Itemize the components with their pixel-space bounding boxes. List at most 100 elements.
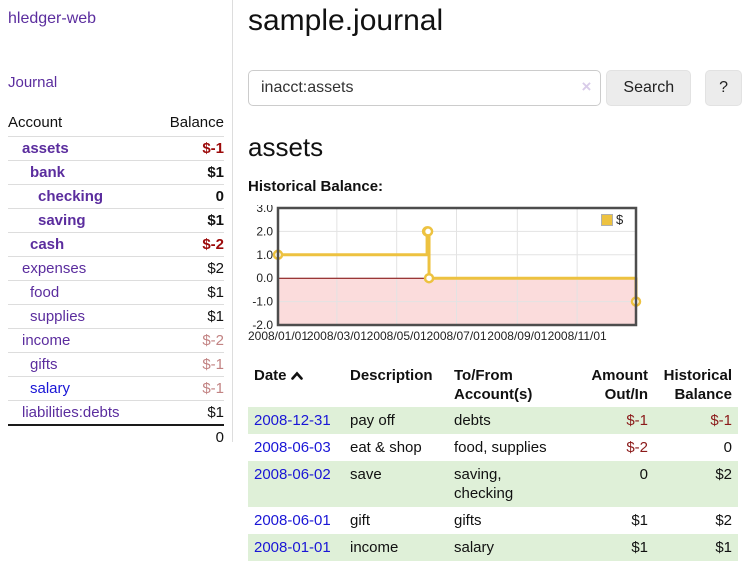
account-balance: $1 xyxy=(153,304,224,329)
account-link-cash[interactable]: cash xyxy=(30,236,65,253)
accounts-header-row: Account Balance xyxy=(8,111,224,137)
account-balance: 0 xyxy=(153,184,224,209)
account-balance: $-1 xyxy=(153,352,224,377)
transaction-amount: $-1 xyxy=(626,412,648,429)
sidebar: hledger-web Journal Account Balance asse… xyxy=(0,0,233,449)
account-row: checking 0 xyxy=(8,184,224,209)
account-link-bank[interactable]: bank xyxy=(30,164,66,181)
transaction-accounts: saving, checking xyxy=(454,466,514,502)
column-accounts: To/From Account(s) xyxy=(454,367,533,403)
search-input[interactable] xyxy=(248,70,602,106)
account-balance: $1 xyxy=(153,400,224,425)
account-heading: assets xyxy=(248,132,324,162)
data-point-marker xyxy=(423,272,435,284)
y-tick-label: -2.0 xyxy=(252,318,273,332)
transaction-balance: $1 xyxy=(715,539,732,556)
journal-link[interactable]: Journal xyxy=(8,74,58,91)
transaction-row: 2008-06-03 eat & shop food, supplies $-2 0 xyxy=(248,434,738,461)
account-name-cell: checking xyxy=(8,184,154,209)
x-tick-label: 2008/11/01 xyxy=(548,329,607,343)
account-balance: $1 xyxy=(153,160,224,185)
historical-balance-chart: 3.0 2.0 1.0 0.0 -1.0 -2.0 2008/01/01 2008/03/01… xyxy=(248,205,642,347)
account-name-cell: salary xyxy=(8,376,154,401)
account-link-food[interactable]: food xyxy=(30,284,60,301)
plot-border xyxy=(276,206,638,327)
y-tick-label: 0.0 xyxy=(256,271,273,285)
account-balance: $-1 xyxy=(153,376,224,401)
account-name-cell: income xyxy=(8,328,154,353)
account-row: cash $-2 xyxy=(8,232,224,257)
column-description: Description xyxy=(350,367,433,384)
x-tick-label: 2008/07/01 xyxy=(426,329,486,343)
column-date-label: Date xyxy=(254,367,287,384)
legend-swatch-icon xyxy=(601,213,613,226)
transaction-date-link[interactable]: 2008-06-03 xyxy=(254,439,331,456)
legend-label: $ xyxy=(616,212,624,227)
x-tick-label: 2008/09/01 xyxy=(487,329,547,343)
account-row: bank $1 xyxy=(8,160,224,185)
account-row: liabilities:debts $1 xyxy=(8,400,224,425)
account-row: food $1 xyxy=(8,280,224,305)
transaction-date-link[interactable]: 2008-12-31 xyxy=(254,412,331,429)
transaction-date-link[interactable]: 2008-06-01 xyxy=(254,512,331,529)
transaction-balance: $2 xyxy=(715,512,732,529)
x-tick-label: 2008/05/01 xyxy=(367,329,427,343)
chart-canvas: 3.0 2.0 1.0 0.0 -1.0 -2.02008/01/012008/03/01… xyxy=(248,205,642,343)
transaction-row: 2008-12-31 pay off debts $-1 $-1 xyxy=(248,407,738,434)
page-title: sample.journal xyxy=(248,4,444,37)
account-link-income[interactable]: income xyxy=(22,332,71,349)
transaction-date-cell: 2008-01-01 xyxy=(248,534,344,561)
help-button[interactable]: ? xyxy=(705,70,742,106)
account-link-saving[interactable]: saving xyxy=(38,212,86,229)
search-form: × Search ? xyxy=(248,70,742,106)
account-row: supplies $1 xyxy=(8,304,224,329)
accounts-total-value: 0 xyxy=(153,424,224,449)
transaction-amount: 0 xyxy=(639,466,648,483)
account-link-assets[interactable]: assets xyxy=(22,140,69,157)
transaction-amount: $-2 xyxy=(626,439,648,456)
account-link-supplies[interactable]: supplies xyxy=(30,308,86,325)
column-date[interactable]: Date xyxy=(248,363,344,407)
x-tick-label: 2008/01/01 xyxy=(248,329,308,343)
account-name-cell: assets xyxy=(8,136,154,161)
account-link-gifts[interactable]: gifts xyxy=(30,356,58,373)
transaction-description: eat & shop xyxy=(350,439,422,456)
data-point-marker xyxy=(422,226,434,237)
transaction-balance: 0 xyxy=(723,439,732,456)
account-row: income $-2 xyxy=(8,328,224,353)
account-link-salary[interactable]: salary xyxy=(30,380,71,397)
transaction-description: pay off xyxy=(350,412,395,429)
account-balance: $-1 xyxy=(153,136,224,161)
transaction-date-link[interactable]: 2008-06-02 xyxy=(254,466,331,483)
transaction-description: save xyxy=(350,466,382,483)
account-link-expenses[interactable]: expenses xyxy=(22,260,87,277)
accounts-col-balance: Balance xyxy=(169,114,224,131)
y-tick-label: 3.0 xyxy=(256,205,273,215)
chart-title: Historical Balance: xyxy=(248,178,384,195)
search-input-wrap: × xyxy=(248,70,602,106)
account-name-cell: expenses xyxy=(8,256,154,281)
transaction-accounts: food, supplies xyxy=(454,439,547,456)
transaction-date-link[interactable]: 2008-01-01 xyxy=(254,539,331,556)
transaction-accounts: salary xyxy=(454,539,495,556)
accounts-col-account: Account xyxy=(8,114,63,131)
column-amount: Amount Out/In xyxy=(591,367,648,403)
accounts-table: Account Balance assets $-1 bank $1 checking 0… xyxy=(8,111,224,449)
search-button[interactable]: Search xyxy=(606,70,692,106)
app-title-link[interactable]: hledger-web xyxy=(8,10,97,27)
transaction-row: 2008-01-01 income salary $1 $1 xyxy=(248,534,738,561)
transaction-amount: $1 xyxy=(631,512,648,529)
transactions-header-row: Date Description To/From Account(s) Amou… xyxy=(248,363,738,407)
account-link-liabilities-debts[interactable]: liabilities:debts xyxy=(22,404,120,421)
main-content: sample.journal × Search ? assets Histori… xyxy=(248,0,742,561)
account-row: saving $1 xyxy=(8,208,224,233)
account-balance: $2 xyxy=(153,256,224,281)
transaction-accounts: debts xyxy=(454,412,491,429)
column-historical-balance: Historical Balance xyxy=(663,367,732,403)
account-name-cell: saving xyxy=(8,208,154,233)
transaction-row: 2008-06-02 save saving, checking 0 $2 xyxy=(248,461,738,507)
transaction-accounts: gifts xyxy=(454,512,482,529)
account-link-checking[interactable]: checking xyxy=(38,188,104,205)
account-name-cell: gifts xyxy=(8,352,154,377)
clear-search-icon[interactable]: × xyxy=(581,77,592,96)
